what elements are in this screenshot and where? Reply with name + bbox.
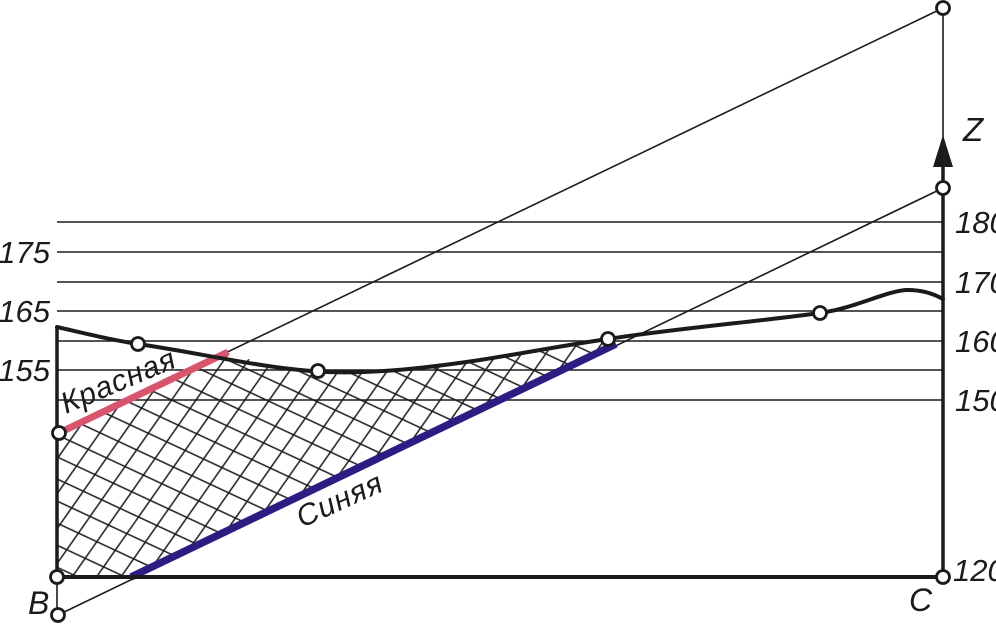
left-tick-labels: 175 165 155 [0, 235, 51, 388]
point-b-marker [50, 607, 66, 623]
tick-label-170: 170 [955, 265, 996, 300]
red-line-top-marker [935, 0, 951, 16]
point-c-label: C [909, 582, 933, 618]
blue-grade-line-segment [129, 340, 618, 581]
tick-label-175: 175 [0, 235, 51, 270]
tick-label-155: 155 [0, 353, 51, 388]
tick-label-120: 120 [953, 553, 996, 588]
point-b-label: B [28, 585, 49, 621]
red-grade-line-segment [57, 348, 230, 437]
hatch-lines-descending [57, 339, 616, 577]
red-line-start-marker [51, 425, 67, 441]
z-axis-arrow-icon [933, 135, 953, 167]
terrain-point-marker [130, 336, 146, 352]
node-markers [49, 0, 951, 623]
bottom-left-corner-marker [49, 569, 65, 585]
right-tick-labels: 180 170 160 150 120 [953, 205, 996, 588]
terrain-point-marker [600, 331, 616, 347]
point-c-marker [935, 569, 951, 585]
blue-line-axis-marker [935, 180, 951, 196]
terrain-point-marker [812, 305, 828, 321]
tick-label-160: 160 [955, 324, 996, 359]
tick-label-180: 180 [955, 205, 996, 240]
tick-label-165: 165 [0, 294, 51, 329]
z-axis-label: Z [962, 111, 985, 148]
tick-label-150: 150 [955, 383, 996, 418]
terrain-profile-curve [55, 287, 945, 375]
section-frame [55, 8, 953, 579]
crosshatch-region [57, 339, 616, 577]
terrain-point-marker [310, 363, 326, 379]
